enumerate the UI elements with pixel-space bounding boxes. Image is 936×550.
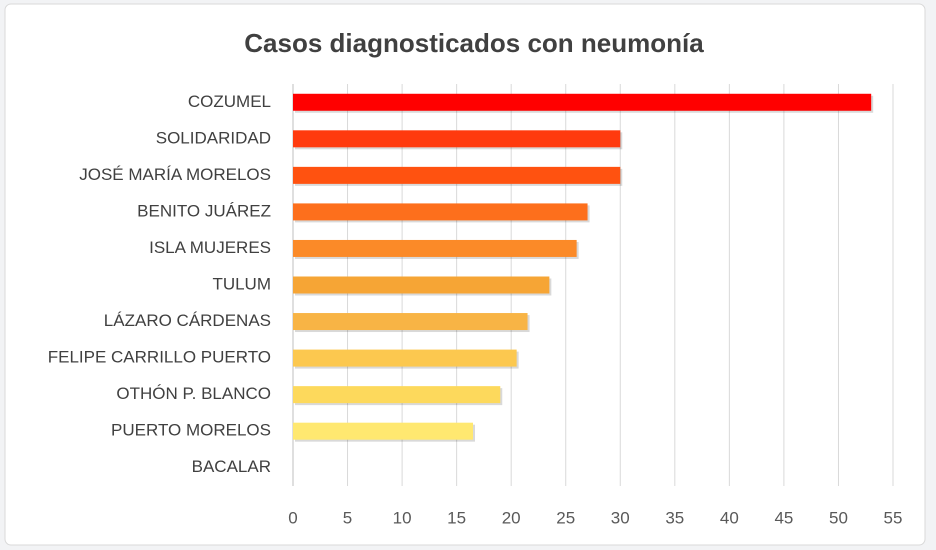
bar [293, 239, 577, 257]
bar [293, 276, 550, 294]
y-tick-label: LÁZARO CÁRDENAS [104, 311, 271, 330]
bar [293, 349, 517, 367]
y-tick-label: OTHÓN P. BLANCO [116, 384, 271, 403]
x-tick-label: 50 [829, 508, 848, 527]
x-tick-label: 5 [343, 508, 352, 527]
y-tick-label: JOSÉ MARÍA MORELOS [79, 165, 271, 184]
y-tick-label: ISLA MUJERES [149, 238, 271, 257]
bar [293, 93, 872, 111]
x-tick-label: 0 [288, 508, 297, 527]
y-tick-label: BACALAR [192, 457, 271, 476]
y-tick-label: SOLIDARIDAD [156, 128, 271, 147]
y-tick-label: TULUM [212, 274, 271, 293]
y-tick-label: PUERTO MORELOS [111, 421, 271, 440]
bar [293, 166, 621, 184]
x-tick-label: 10 [393, 508, 412, 527]
bar [293, 313, 528, 331]
bar [293, 386, 501, 404]
x-tick-label: 55 [884, 508, 903, 527]
chart-frame [4, 3, 926, 546]
bar [293, 203, 588, 221]
x-tick-label: 35 [665, 508, 684, 527]
chart-title: Casos diagnosticados con neumonía [244, 28, 704, 58]
x-tick-label: 45 [774, 508, 793, 527]
y-tick-label: FELIPE CARRILLO PUERTO [48, 348, 271, 367]
y-tick-label: COZUMEL [188, 92, 271, 111]
bar [293, 422, 473, 440]
y-tick-label: BENITO JUÁREZ [137, 201, 271, 220]
x-tick-label: 40 [720, 508, 739, 527]
x-tick-label: 20 [502, 508, 521, 527]
x-tick-label: 30 [611, 508, 630, 527]
x-tick-label: 15 [447, 508, 466, 527]
x-tick-label: 25 [556, 508, 575, 527]
bar [293, 130, 621, 148]
